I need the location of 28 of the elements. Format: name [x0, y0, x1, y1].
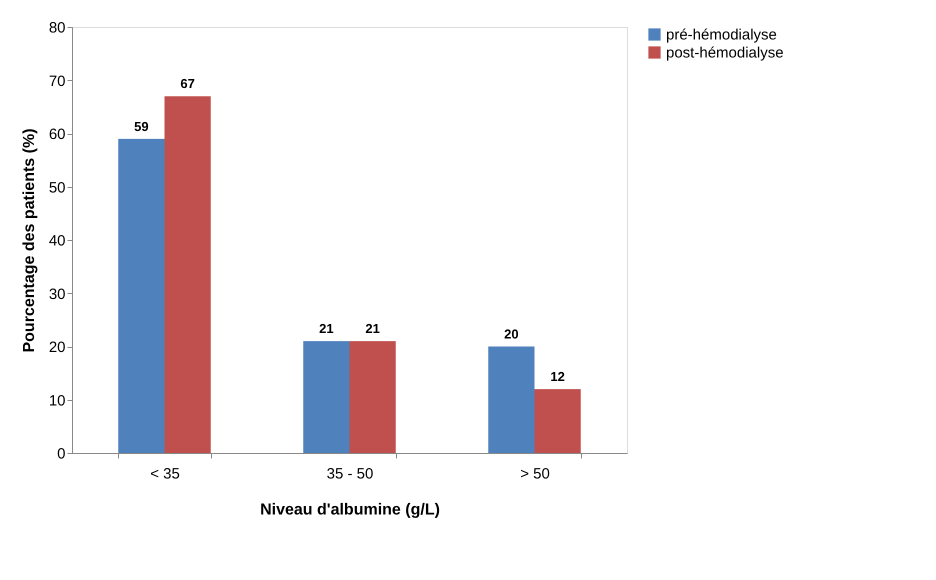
x-tick-label: 35 - 50 — [326, 466, 374, 482]
y-tick-label: 30 — [48, 286, 66, 303]
bar — [303, 341, 350, 453]
data-label: 20 — [504, 326, 519, 342]
y-tick-label: 20 — [48, 339, 66, 356]
x-tick-label: < 35 — [150, 466, 180, 482]
x-tick-label: > 50 — [520, 466, 550, 482]
data-label: 21 — [319, 321, 334, 336]
y-tick-label: 40 — [48, 232, 66, 250]
data-label: 21 — [365, 321, 380, 336]
y-tick-label: 70 — [48, 72, 66, 90]
bar — [164, 96, 211, 453]
y-tick-label: 0 — [57, 446, 66, 462]
y-axis-title: Pourcentage des patients (%) — [20, 128, 38, 353]
y-tick-label: 60 — [48, 126, 66, 143]
bar — [118, 138, 164, 453]
bar — [534, 389, 581, 453]
legend-label: pré-hémodialyse — [666, 26, 777, 44]
legend-label: post-hémodialyse — [666, 44, 784, 62]
y-tick-label: 80 — [48, 20, 66, 36]
x-axis-title: Niveau d'albumine (g/L) — [260, 502, 440, 518]
data-label: 12 — [550, 369, 565, 384]
bar — [350, 341, 396, 453]
bar — [488, 346, 534, 453]
data-label: 59 — [134, 118, 149, 134]
y-tick-label: 10 — [48, 392, 66, 410]
y-tick-label: 50 — [48, 179, 66, 196]
data-label: 67 — [180, 76, 195, 92]
